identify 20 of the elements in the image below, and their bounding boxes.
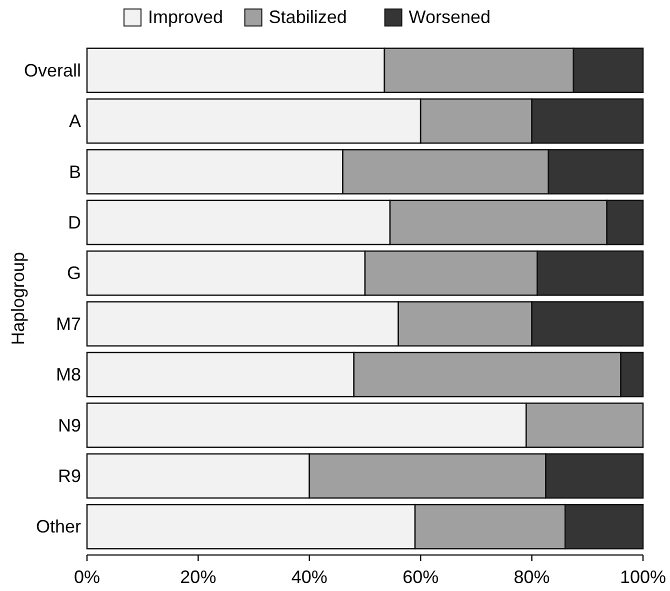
y-axis-title: Haplogroup xyxy=(8,252,28,346)
y-tick-label: A xyxy=(68,111,81,132)
x-tick-label: 0% xyxy=(74,567,100,587)
y-tick-label: M7 xyxy=(56,314,81,334)
x-tick-label: 80% xyxy=(514,567,550,587)
y-tick-label: G xyxy=(66,263,81,284)
y-tick-label: D xyxy=(68,212,81,232)
y-tick-label: Overall xyxy=(24,60,81,80)
x-tick-label: 60% xyxy=(402,567,439,587)
y-tick-label: R9 xyxy=(58,466,81,486)
legend-label: Stabilized xyxy=(268,7,347,27)
x-tick-label: 20% xyxy=(180,567,216,587)
y-tick-label: B xyxy=(68,162,81,182)
x-tick-label: 100% xyxy=(620,567,666,587)
y-tick-label: M8 xyxy=(56,364,81,385)
y-tick-label: Other xyxy=(36,516,81,537)
y-tick-label: N9 xyxy=(58,415,81,436)
x-tick-label: 40% xyxy=(291,567,328,587)
legend-label: Worsened xyxy=(408,7,491,27)
legend-label: Improved xyxy=(148,7,224,27)
